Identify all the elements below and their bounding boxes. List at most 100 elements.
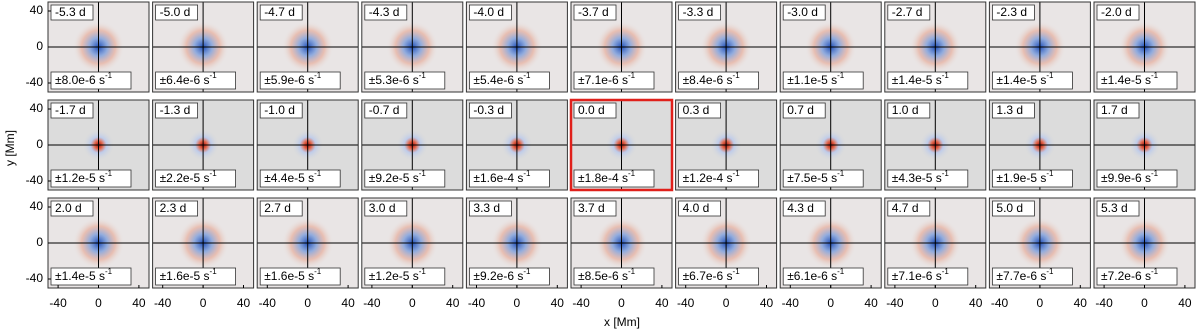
scale-label: ±4.3e-5 s-1 — [892, 169, 950, 185]
y-tick-label: -40 — [26, 271, 44, 285]
scale-exponent: -1 — [942, 267, 950, 276]
time-box — [782, 102, 826, 119]
y-tick-label: 0 — [36, 235, 43, 249]
time-label: -0.3 d — [473, 103, 504, 117]
scale-label: ±7.1e-6 s-1 — [578, 71, 636, 87]
panel: -3.0 d ±1.1e-5 s-1 — [779, 1, 882, 93]
time-label: 4.3 d — [787, 201, 814, 215]
scale-box — [1096, 71, 1178, 90]
time-box — [678, 200, 721, 217]
panel: -1.3 d ±2.2e-5 s-1 — [152, 99, 255, 191]
scale-exponent: -1 — [523, 267, 531, 276]
x-tick-label: -40 — [259, 296, 277, 310]
panel: -4.0 d ±5.4e-6 s-1 — [465, 1, 568, 93]
scale-value: ±5.4e-6 s — [473, 73, 523, 87]
scale-label: ±8.4e-6 s-1 — [683, 71, 741, 87]
scale-box — [155, 267, 237, 286]
panel: 5.3 d ±7.2e-6 s-1 -40 0 40 — [1093, 197, 1196, 310]
scale-value: ±1.6e-4 s — [473, 171, 523, 185]
scale-box — [468, 267, 550, 286]
scale-label: ±9.2e-6 s-1 — [473, 267, 531, 283]
x-tick-label: 40 — [1074, 296, 1088, 310]
time-box — [364, 4, 408, 21]
panel: -2.7 d ±1.4e-5 s-1 — [884, 1, 987, 93]
time-box — [992, 4, 1035, 21]
scale-box — [259, 267, 341, 286]
panel: 1.3 d ±1.9e-5 s-1 — [988, 99, 1091, 191]
time-box — [573, 102, 617, 119]
scale-exponent: -1 — [1046, 71, 1054, 80]
time-box — [782, 4, 826, 21]
x-tick-label: 40 — [655, 296, 669, 310]
time-box — [259, 102, 303, 119]
panel: -4.7 d ±5.9e-6 s-1 — [256, 1, 359, 93]
time-box — [1096, 4, 1140, 21]
time-box — [992, 102, 1035, 119]
x-tick-label: -40 — [49, 296, 67, 310]
scale-label: ±7.5e-5 s-1 — [787, 169, 845, 185]
panel-frame — [465, 99, 568, 191]
scale-exponent: -1 — [628, 267, 636, 276]
time-label: -1.7 d — [55, 103, 86, 117]
scale-exponent: -1 — [1046, 169, 1054, 178]
scale-exponent: -1 — [942, 169, 950, 178]
panel: -5.0 d ±6.4e-6 s-1 — [152, 1, 255, 93]
scale-box — [992, 71, 1073, 90]
scale-box — [887, 71, 969, 90]
panel: 1.7 d ±9.9e-6 s-1 — [1093, 99, 1196, 191]
scale-value: ±1.4e-5 s — [892, 73, 942, 87]
y-tick-label: 40 — [30, 199, 44, 213]
scale-box — [1096, 267, 1178, 286]
time-label: 0.3 d — [683, 103, 710, 117]
scale-value: ±2.2e-5 s — [160, 171, 210, 185]
x-tick-label: 0 — [618, 296, 625, 310]
scale-value: ±8.5e-6 s — [578, 269, 628, 283]
scale-exponent: -1 — [314, 169, 322, 178]
panel-frame — [779, 1, 882, 93]
time-box — [468, 102, 512, 119]
scale-label: ±7.2e-6 s-1 — [1101, 267, 1159, 283]
panel: -4.3 d ±5.3e-6 s-1 — [361, 1, 464, 93]
x-tick-label: 0 — [200, 296, 207, 310]
scale-exponent: -1 — [419, 71, 427, 80]
scale-value: ±1.4e-5 s — [1101, 73, 1151, 87]
scale-label: ±1.6e-5 s-1 — [160, 267, 218, 283]
scale-box — [992, 169, 1073, 188]
y-tick-label: -40 — [26, 173, 44, 187]
time-label: 3.7 d — [578, 201, 605, 215]
panel: -5.3 d ±8.0e-6 s-1 -40 0 40 — [26, 1, 150, 93]
panel-frame — [884, 99, 987, 191]
x-tick-label: 40 — [969, 296, 983, 310]
scale-exponent: -1 — [314, 267, 322, 276]
panel: 2.7 d ±1.6e-5 s-1 -40 0 40 — [256, 197, 359, 310]
scale-label: ±8.5e-6 s-1 — [578, 267, 636, 283]
x-tick-label: -40 — [991, 296, 1009, 310]
x-tick-label: -40 — [363, 296, 381, 310]
panel-frame — [884, 1, 987, 93]
time-box — [678, 102, 721, 119]
x-tick-label: -40 — [154, 296, 172, 310]
scale-value: ±6.4e-6 s — [160, 73, 210, 87]
scale-exponent: -1 — [210, 71, 218, 80]
scale-exponent: -1 — [210, 267, 218, 276]
time-label: 2.3 d — [160, 201, 187, 215]
panel-frame — [1093, 1, 1196, 93]
time-label: 4.7 d — [892, 201, 919, 215]
time-label: 5.3 d — [1101, 201, 1128, 215]
time-label: 1.7 d — [1101, 103, 1128, 117]
time-box — [887, 200, 931, 217]
y-tick-label: -40 — [26, 75, 44, 89]
scale-label: ±8.0e-6 s-1 — [55, 71, 113, 87]
scale-box — [1096, 169, 1178, 188]
scale-label: ±7.7e-6 s-1 — [996, 267, 1054, 283]
scale-box — [155, 71, 237, 90]
time-box — [468, 200, 512, 217]
scale-box — [678, 71, 759, 90]
scale-label: ±2.2e-5 s-1 — [160, 169, 218, 185]
time-label: -5.0 d — [160, 5, 191, 19]
scale-box — [573, 71, 655, 90]
scale-value: ±1.8e-4 s — [578, 171, 628, 185]
scale-exponent: -1 — [210, 169, 218, 178]
panel: 2.3 d ±1.6e-5 s-1 -40 0 40 — [152, 197, 255, 310]
